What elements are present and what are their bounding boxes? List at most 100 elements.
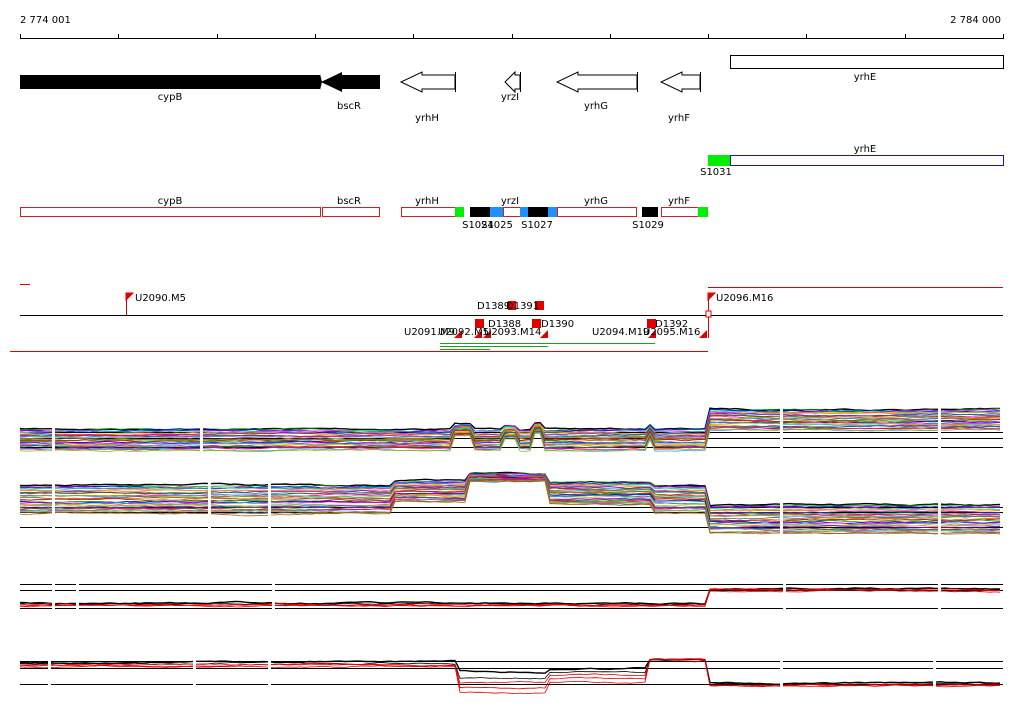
gene-box <box>503 207 521 217</box>
segment-box <box>470 207 490 217</box>
shift-label: D1389 <box>477 301 510 312</box>
profile-line <box>19 589 1001 608</box>
profile-line <box>19 471 1001 507</box>
profile-gap <box>268 455 271 540</box>
flag <box>535 301 544 310</box>
profile-line <box>19 478 1001 531</box>
flag <box>454 330 707 338</box>
gene-label: cypB <box>158 92 183 103</box>
segment-label: S1024 <box>462 220 494 231</box>
segment-label: S1025 <box>481 220 513 231</box>
transcript-label: yrhE <box>854 144 877 155</box>
profile-gap <box>52 455 55 540</box>
flag <box>532 319 541 328</box>
transcript-track: yrhE S1031 <box>700 144 1004 178</box>
gene-box <box>322 207 380 217</box>
profile-line <box>19 472 1001 510</box>
ruler-end: 2 784 000 <box>950 15 1001 26</box>
profile-gap <box>938 395 941 480</box>
gene-track: cypB bscR yrhH yrzI yrhG yrhF yrhE <box>20 55 1004 124</box>
profile-line <box>19 480 1001 535</box>
unit-track: U2090.M5 U2096.M16 U2091.M9 U2092.M5 U20… <box>10 284 1003 352</box>
segment-label: S1029 <box>632 220 664 231</box>
gene-label: yrzI <box>501 92 519 103</box>
segment-box <box>708 155 730 166</box>
profile-gap <box>76 560 79 645</box>
profile-gap <box>933 620 936 705</box>
unit-label: U2090.M5 <box>135 293 186 304</box>
gene-label: yrhG <box>584 101 608 112</box>
profile-gap <box>48 620 51 705</box>
gene-label: yrhG <box>584 196 608 207</box>
segment-box <box>490 207 503 217</box>
gene-label: cypB <box>158 196 183 207</box>
segment-box <box>455 207 464 217</box>
gene-arrow <box>399 71 456 93</box>
unit-label: U2095.M16 <box>643 327 700 338</box>
gene-arrow <box>504 70 521 94</box>
profile-gap <box>780 620 783 705</box>
segment-box <box>520 207 528 217</box>
profile-line <box>19 658 1001 686</box>
shift-label: D1392 <box>655 319 688 330</box>
gene-box <box>20 207 321 217</box>
profile-gap <box>780 455 783 540</box>
gene-label: yrhE <box>854 72 877 83</box>
gene-label: yrhH <box>415 113 439 124</box>
ruler <box>20 34 1004 39</box>
gene-label: yrhH <box>415 196 439 207</box>
profile-line <box>20 424 1001 448</box>
profile-gap <box>200 395 203 480</box>
flag <box>508 301 516 310</box>
unit-label: U2094.M19 <box>592 327 649 338</box>
profile-gap <box>272 560 275 645</box>
profile-gap <box>938 560 941 645</box>
gene-label: bscR <box>337 101 361 112</box>
transcript-box <box>730 155 1004 166</box>
profile-gap <box>783 560 786 645</box>
shift-label: D1388 <box>488 319 521 330</box>
profile-gap <box>193 620 196 705</box>
flag <box>647 319 656 328</box>
shift-label: D1391 <box>506 301 539 312</box>
profile-gap <box>208 455 211 540</box>
shift-label: D1390 <box>541 319 574 330</box>
segment-label: S1027 <box>521 220 553 231</box>
profile-line <box>20 410 1001 434</box>
profile-line <box>19 476 1001 522</box>
gene-box <box>557 207 637 217</box>
gene-box <box>730 55 1004 69</box>
gene-label: yrhF <box>668 196 690 207</box>
profile-line <box>19 419 1000 443</box>
segment-box <box>528 207 548 217</box>
profile-gap <box>780 395 783 480</box>
segment-box <box>698 207 708 217</box>
profile-line <box>20 419 1001 444</box>
gene-arrow <box>555 71 638 93</box>
segment-track: cypB bscR yrhH yrzI yrhG yrhF S1024 S102… <box>20 196 708 231</box>
profile-gap <box>268 620 271 705</box>
gene-box <box>661 207 700 217</box>
profile-line <box>20 411 1001 435</box>
profile-line <box>19 415 1001 439</box>
expression-profiles <box>19 395 1003 705</box>
gene-arrow <box>659 71 701 93</box>
flag <box>125 292 135 315</box>
gene-label: bscR <box>337 196 361 207</box>
segment-box <box>642 207 658 217</box>
ruler-start: 2 774 001 <box>20 15 71 26</box>
flag <box>475 319 484 328</box>
gene-label: yrzI <box>501 196 519 207</box>
profile-line <box>19 428 1001 452</box>
unit-label: U2096.M16 <box>716 293 773 304</box>
profile-gap <box>938 455 941 540</box>
profile-line <box>19 428 1001 453</box>
gene-label: yrhF <box>668 113 690 124</box>
profile-gap <box>52 560 55 645</box>
unit-label: U2093.M14 <box>484 327 541 338</box>
segment-box <box>548 207 557 217</box>
gene-arrow <box>20 74 322 90</box>
profile-line <box>19 658 1001 695</box>
unit-label: U2092.M5 <box>438 327 489 338</box>
